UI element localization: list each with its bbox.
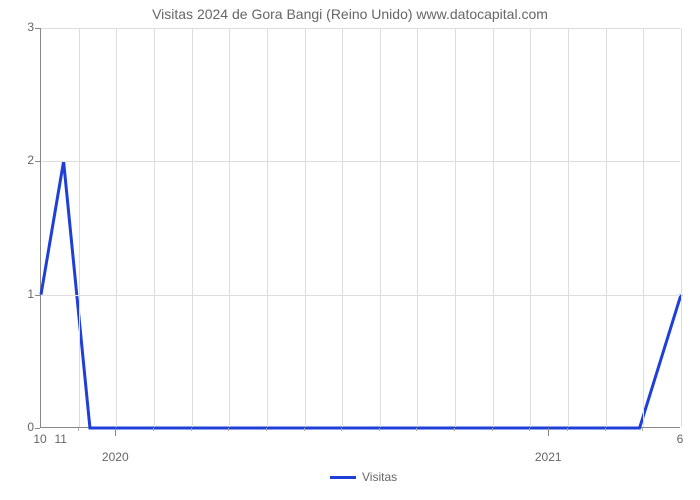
x-axis-year-label: 2020 xyxy=(95,450,135,464)
grid-line-horizontal xyxy=(41,161,680,162)
x-axis-minor-tick xyxy=(341,428,342,431)
grid-line-horizontal xyxy=(41,28,680,29)
x-axis-minor-tick xyxy=(228,428,229,431)
grid-line-vertical xyxy=(79,28,80,427)
grid-line-vertical xyxy=(417,28,418,427)
x-axis-tick xyxy=(548,428,549,436)
legend-swatch xyxy=(330,476,356,479)
grid-line-vertical xyxy=(305,28,306,427)
y-axis-label: 1 xyxy=(10,287,34,301)
x-axis-minor-tick xyxy=(304,428,305,431)
x-axis-minor-tick xyxy=(153,428,154,431)
grid-line-vertical xyxy=(681,28,682,427)
x-axis-label: 10 xyxy=(30,432,50,446)
x-axis-minor-tick xyxy=(416,428,417,431)
x-axis-minor-tick xyxy=(78,428,79,431)
chart-title: Visitas 2024 de Gora Bangi (Reino Unido)… xyxy=(0,6,700,22)
x-axis-minor-tick xyxy=(379,428,380,431)
legend-label: Visitas xyxy=(362,470,397,484)
x-axis-minor-tick xyxy=(191,428,192,431)
grid-line-vertical xyxy=(267,28,268,427)
plot-area xyxy=(40,28,680,428)
y-axis-tick xyxy=(35,428,40,429)
y-axis-tick xyxy=(35,28,40,29)
grid-line-vertical xyxy=(154,28,155,427)
x-axis-label: 6 xyxy=(672,432,688,446)
grid-line-vertical xyxy=(643,28,644,427)
x-axis-minor-tick xyxy=(605,428,606,431)
grid-line-vertical xyxy=(568,28,569,427)
x-axis-tick xyxy=(115,428,116,436)
chart-container: Visitas 2024 de Gora Bangi (Reino Unido)… xyxy=(0,0,700,500)
y-axis-tick xyxy=(35,161,40,162)
x-axis-minor-tick xyxy=(266,428,267,431)
line-series xyxy=(41,28,681,428)
y-axis-label: 2 xyxy=(10,153,34,167)
x-axis-minor-tick xyxy=(492,428,493,431)
x-axis-minor-tick xyxy=(567,428,568,431)
grid-line-vertical xyxy=(380,28,381,427)
grid-line-vertical xyxy=(530,28,531,427)
y-axis-label: 3 xyxy=(10,20,34,34)
y-axis-tick xyxy=(35,295,40,296)
x-axis-minor-tick xyxy=(642,428,643,431)
grid-line-vertical xyxy=(455,28,456,427)
legend: Visitas xyxy=(330,470,397,484)
x-axis-minor-tick xyxy=(529,428,530,431)
grid-line-vertical xyxy=(493,28,494,427)
x-axis-label: 11 xyxy=(51,432,71,446)
grid-line-vertical xyxy=(116,28,117,427)
grid-line-vertical xyxy=(606,28,607,427)
x-axis-minor-tick xyxy=(454,428,455,431)
grid-line-vertical xyxy=(229,28,230,427)
grid-line-horizontal xyxy=(41,295,680,296)
x-axis-year-label: 2021 xyxy=(528,450,568,464)
grid-line-vertical xyxy=(192,28,193,427)
grid-line-vertical xyxy=(342,28,343,427)
